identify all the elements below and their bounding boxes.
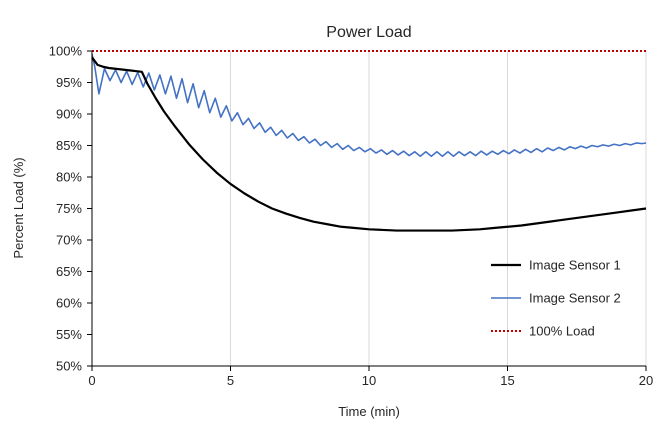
y-axis-label: Percent Load (%)	[11, 157, 26, 258]
y-tick-label-60: 60%	[56, 296, 82, 311]
y-tick-label-70: 70%	[56, 233, 82, 248]
x-tick-label-0: 0	[88, 373, 95, 388]
y-tick-label-80: 80%	[56, 170, 82, 185]
legend-label-100-load: 100% Load	[529, 324, 595, 339]
legend-label-image-sensor-1: Image Sensor 1	[529, 258, 621, 273]
x-tick-labels: 0 5 10 15 20	[88, 373, 653, 388]
grid-lines	[230, 51, 647, 366]
x-tick-label-20: 20	[639, 373, 653, 388]
y-tick-labels: 50% 55% 60% 65% 70% 75% 80% 85% 90% 95% 100%	[49, 44, 83, 374]
series-line-image-sensor-2	[91, 53, 647, 158]
legend-label-image-sensor-2: Image Sensor 2	[529, 291, 621, 306]
x-tick-label-15: 15	[500, 373, 514, 388]
series-line-image-sensor-1	[91, 56, 647, 232]
x-tick-label-10: 10	[362, 373, 376, 388]
x-axis-label: Time (min)	[338, 404, 400, 419]
legend: Image Sensor 1 Image Sensor 2 100% Load	[491, 258, 621, 339]
y-tick-label-90: 90%	[56, 107, 82, 122]
y-tick-label-85: 85%	[56, 138, 82, 153]
y-tick-label-75: 75%	[56, 201, 82, 216]
y-tick-label-55: 55%	[56, 327, 82, 342]
y-tick-label-95: 95%	[56, 75, 82, 90]
x-tick-label-5: 5	[227, 373, 234, 388]
y-tick-label-100: 100%	[49, 44, 83, 59]
axes	[87, 50, 647, 371]
series-layer	[91, 50, 647, 232]
y-tick-label-65: 65%	[56, 264, 82, 279]
y-tick-label-50: 50%	[56, 359, 82, 374]
chart-title: Power Load	[326, 24, 411, 41]
